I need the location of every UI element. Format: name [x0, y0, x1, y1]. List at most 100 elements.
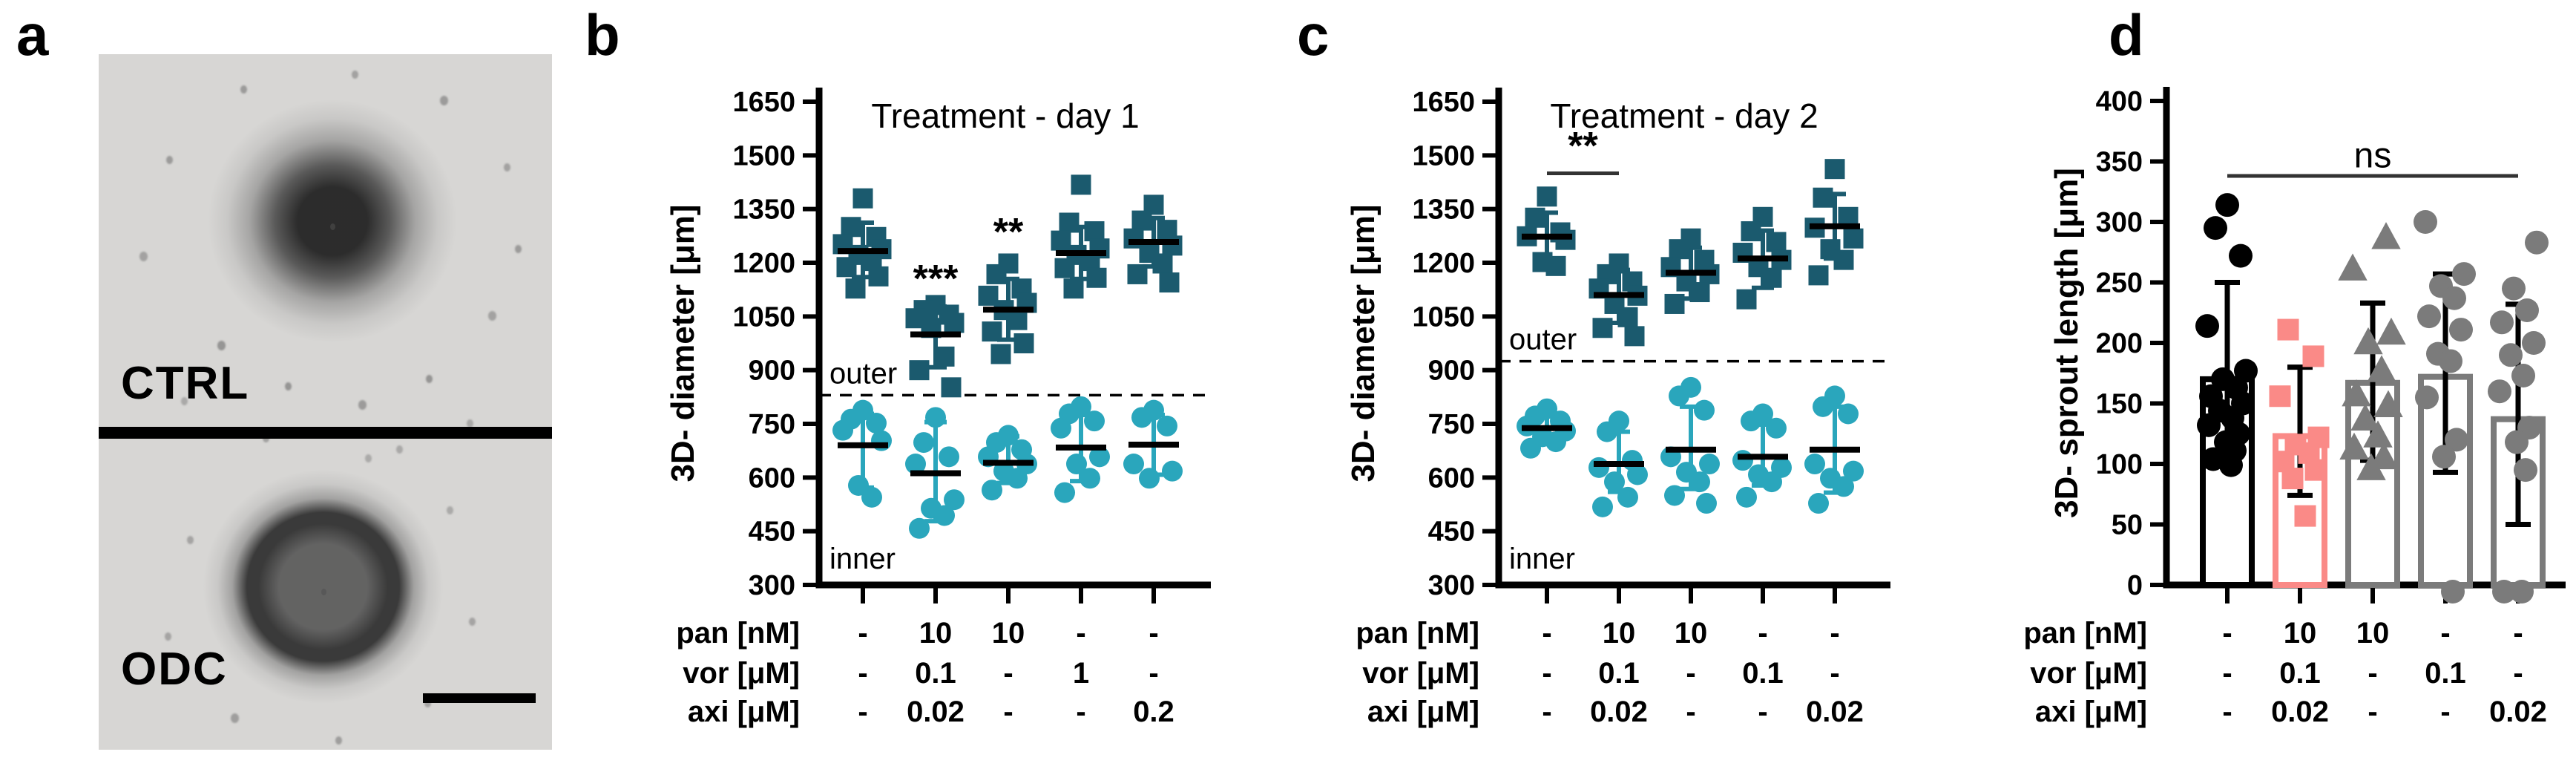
- dose-row-label: vor [μM]: [2030, 657, 2147, 690]
- data-point: [2367, 355, 2396, 382]
- significance-label: **: [993, 211, 1024, 254]
- data-point: [1813, 187, 1833, 208]
- data-point: [2442, 286, 2466, 310]
- data-point: [2492, 580, 2516, 603]
- panel-label-c: c: [1297, 2, 1330, 68]
- y-tick-label: 200: [2096, 328, 2143, 359]
- data-point: [861, 486, 882, 508]
- data-point: [1843, 460, 1864, 482]
- data-point: [836, 257, 857, 278]
- y-tick-label: 300: [2096, 207, 2143, 238]
- data-point: [1131, 210, 1152, 231]
- data-point: [2439, 349, 2462, 373]
- data-point: [1808, 265, 1829, 286]
- data-point: [941, 377, 962, 398]
- data-point: [1843, 228, 1864, 249]
- data-point: [866, 413, 887, 434]
- y-tick-label: 250: [2096, 268, 2143, 299]
- data-point: [982, 321, 1002, 342]
- data-point: [2277, 318, 2299, 341]
- data-point: [990, 344, 1011, 364]
- data-point: [1813, 396, 1833, 417]
- data-point: [1007, 310, 1028, 330]
- data-point: [1080, 468, 1100, 489]
- dose-value: -: [858, 696, 867, 728]
- data-point: [1624, 326, 1645, 347]
- data-point: [1086, 267, 1107, 288]
- ctrl-spheroid-image: [173, 65, 492, 377]
- data-point: [1013, 333, 1034, 353]
- significance-label: ns: [2354, 137, 2392, 176]
- data-point: [1071, 174, 1091, 195]
- y-tick-label: 50: [2112, 510, 2143, 541]
- data-point: [1808, 493, 1829, 514]
- y-tick-label: 350: [2096, 147, 2143, 178]
- data-point: [2414, 210, 2437, 234]
- data-point: [2363, 420, 2393, 448]
- data-point: [1066, 454, 1087, 475]
- dose-value: -: [858, 617, 867, 650]
- dose-value: -: [1686, 696, 1695, 728]
- data-point: [2441, 580, 2465, 603]
- inner-region-label: inner: [1509, 543, 1575, 575]
- data-point: [852, 188, 873, 209]
- data-point: [2339, 432, 2369, 460]
- data-point: [1604, 471, 1625, 493]
- data-point: [1741, 410, 1761, 432]
- data-point: [2269, 385, 2291, 408]
- dose-row-label: axi [μM]: [1367, 696, 1479, 728]
- dose-value: -: [2513, 617, 2523, 650]
- data-point: [2505, 430, 2529, 454]
- data-point: [1766, 417, 1787, 439]
- dose-value: -: [2222, 657, 2232, 690]
- data-point: [1054, 258, 1075, 278]
- data-point: [1131, 407, 1152, 428]
- data-point: [1007, 468, 1028, 489]
- y-axis-title: 3D- diameter [μm]: [665, 204, 701, 482]
- dose-value: 10: [919, 617, 953, 650]
- data-point: [1694, 399, 1715, 421]
- data-point: [2371, 222, 2401, 249]
- data-point: [1669, 239, 1689, 260]
- data-point: [1597, 421, 1617, 442]
- data-point: [1063, 278, 1084, 299]
- data-point: [2304, 459, 2327, 481]
- y-tick-label: 1050: [732, 301, 795, 333]
- dose-value: 0.1: [1598, 657, 1640, 690]
- y-tick-label: 100: [2096, 449, 2143, 480]
- data-point: [1664, 293, 1685, 314]
- data-point: [934, 505, 955, 526]
- y-tick-label: 750: [749, 409, 795, 440]
- y-tick-label: 900: [749, 356, 795, 387]
- dose-value: -: [858, 657, 867, 690]
- dose-value: 0.1: [1742, 657, 1784, 690]
- y-tick-label: 1350: [1412, 194, 1475, 226]
- dose-value: 0.2: [1133, 696, 1174, 728]
- data-point: [1627, 464, 1648, 485]
- data-point: [845, 278, 866, 299]
- data-point: [1162, 460, 1183, 482]
- panel-label-b: b: [585, 2, 620, 68]
- y-tick-label: 1650: [732, 87, 795, 118]
- dose-value: 0.02: [2271, 696, 2329, 728]
- dose-value: -: [1003, 696, 1013, 728]
- dose-value: -: [2222, 617, 2232, 650]
- data-point: [2356, 453, 2386, 480]
- data-point: [1689, 282, 1710, 303]
- panel-label-d: d: [2109, 2, 2144, 68]
- data-point: [2219, 453, 2243, 477]
- data-point: [1766, 232, 1787, 252]
- dose-value: 1: [1073, 657, 1089, 690]
- data-point: [1669, 385, 1689, 407]
- data-point: [1741, 221, 1761, 242]
- data-point: [2522, 331, 2546, 355]
- data-point: [1159, 272, 1180, 293]
- data-point: [2353, 327, 2383, 355]
- data-point: [1537, 186, 1557, 207]
- data-point: [913, 432, 934, 454]
- dose-value: 0.1: [2425, 657, 2466, 690]
- data-point: [2215, 193, 2239, 217]
- data-point: [2204, 216, 2227, 241]
- outer-region-label: outer: [1509, 324, 1577, 356]
- data-point: [925, 407, 946, 428]
